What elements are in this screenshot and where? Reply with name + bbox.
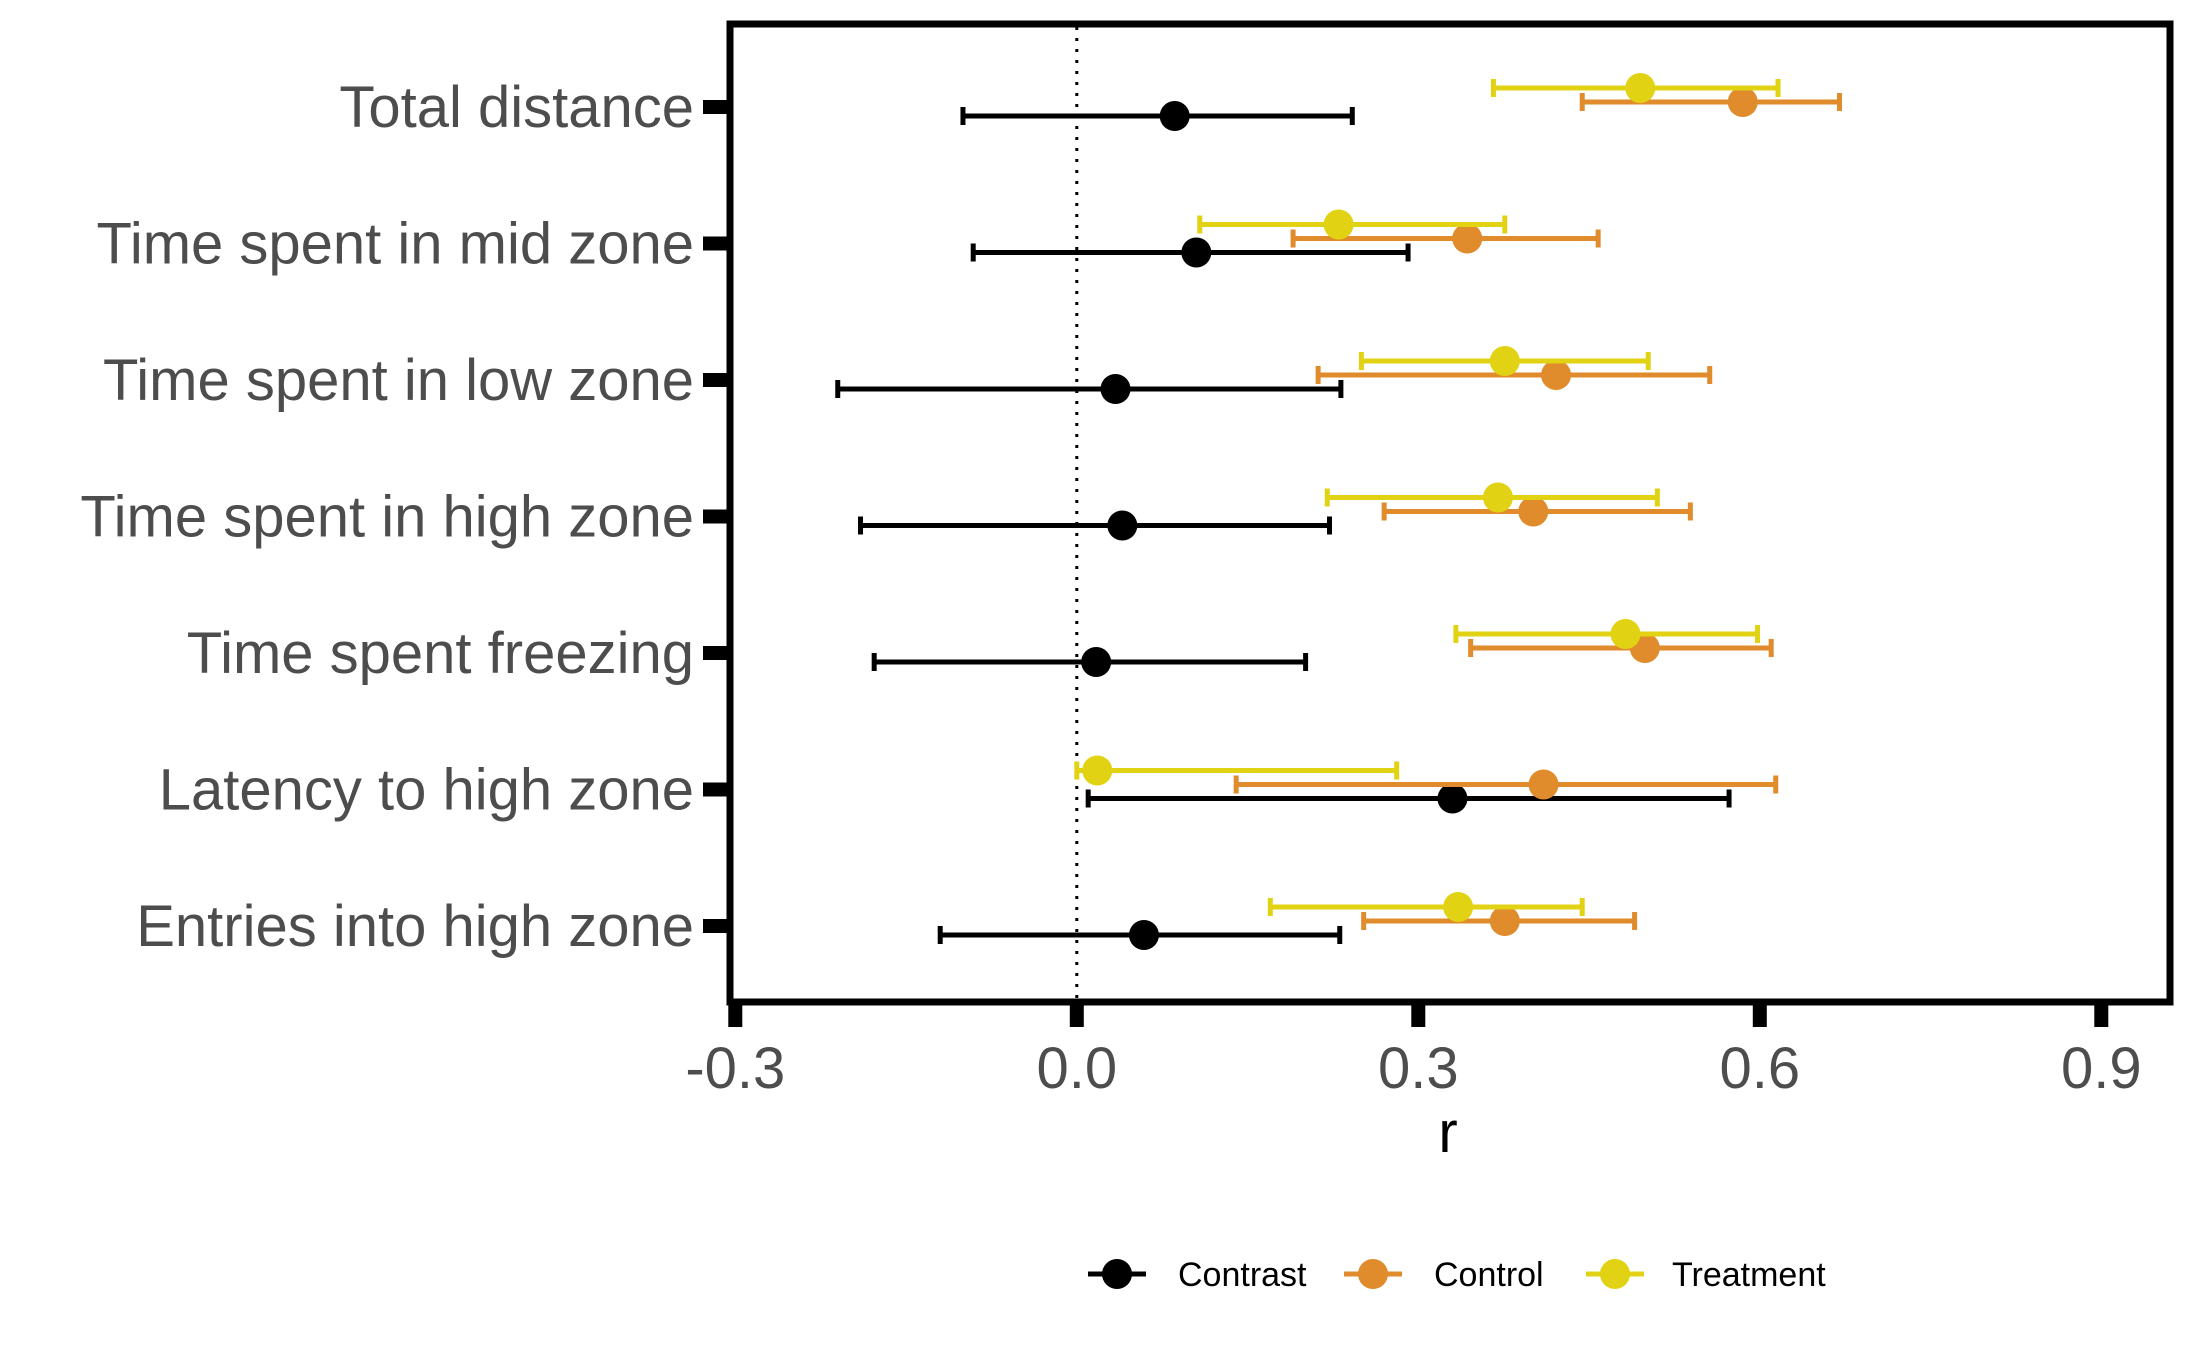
y-axis: Total distance Time spent in mid zone Time… (80, 75, 727, 959)
point-estimate (1518, 496, 1549, 527)
point-estimate (1482, 482, 1513, 513)
legend-item-control: Control (1344, 1256, 1544, 1294)
legend-key-point (1600, 1259, 1630, 1289)
point-estimate (1128, 920, 1159, 950)
point-estimate (1610, 619, 1641, 649)
y-tick-label: Time spent in high zone (80, 485, 694, 550)
point-estimate (1625, 73, 1656, 103)
legend-label: Contrast (1178, 1256, 1307, 1294)
legend-key-point (1102, 1259, 1132, 1289)
point-estimate (1443, 892, 1474, 922)
point-estimate (1323, 209, 1354, 240)
x-tick-label: -0.3 (685, 1036, 785, 1101)
x-tick-label: 0.9 (2061, 1036, 2142, 1101)
x-axis: -0.3 0.0 0.3 0.6 0.9 (685, 1005, 2142, 1101)
point-estimate (1727, 87, 1758, 117)
series-control (1233, 87, 1842, 936)
y-tick-label: Time spent in low zone (103, 348, 694, 413)
y-tick-label: Entries into high zone (136, 894, 694, 959)
legend-item-treatment: Treatment (1586, 1256, 1826, 1294)
y-tick-label: Time spent freezing (187, 621, 694, 686)
legend: Contrast Control Treatment (1088, 1256, 1826, 1294)
legend-key-point (1358, 1259, 1388, 1289)
point-estimate (1100, 374, 1131, 404)
point-estimate (1159, 101, 1190, 131)
point-estimate (1181, 237, 1212, 268)
plot-panel-border (726, 20, 2174, 1006)
point-estimate (1528, 769, 1559, 800)
point-estimate (1437, 783, 1468, 814)
y-tick-label: Latency to high zone (159, 758, 694, 823)
series-layer (835, 73, 1842, 950)
legend-label: Control (1434, 1256, 1544, 1294)
point-estimate (1541, 360, 1572, 390)
x-tick-label: 0.3 (1378, 1036, 1459, 1101)
point-estimate (1107, 510, 1138, 541)
x-tick-label: 0.6 (1719, 1036, 1800, 1101)
x-tick-label: 0.0 (1036, 1036, 1117, 1101)
legend-label: Treatment (1672, 1256, 1826, 1294)
y-tick-label: Time spent in mid zone (97, 212, 694, 277)
point-estimate (1452, 223, 1483, 254)
legend-item-contrast: Contrast (1088, 1256, 1307, 1294)
point-estimate (1489, 346, 1520, 376)
series-contrast (835, 101, 1732, 950)
x-axis-title: r (1438, 1100, 1457, 1165)
series-treatment (1074, 73, 1781, 922)
point-estimate (1082, 755, 1113, 786)
point-estimate (1489, 906, 1520, 936)
y-tick-label: Total distance (339, 75, 694, 140)
point-estimate (1081, 647, 1112, 677)
